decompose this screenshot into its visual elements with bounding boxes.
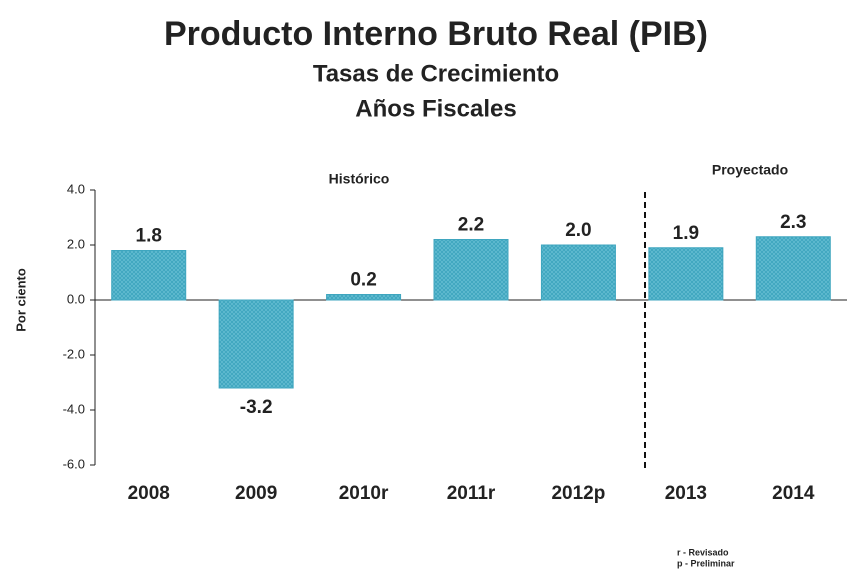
bar — [218, 299, 294, 389]
value-label: -3.2 — [240, 397, 273, 418]
y-tick-label: 4.0 — [67, 181, 85, 196]
value-label: 2.0 — [565, 220, 591, 241]
y-tick-label: 0.0 — [67, 291, 85, 306]
y-tick-label: -2.0 — [63, 346, 85, 361]
annotation: Histórico — [329, 171, 390, 187]
x-tick-label: 2012p — [551, 483, 605, 504]
footnote: r - Revisado — [677, 547, 729, 557]
y-tick-label: -6.0 — [63, 456, 85, 471]
y-tick-label: -4.0 — [63, 401, 85, 416]
chart-title: Producto Interno Bruto Real (PIB) — [164, 15, 708, 53]
value-label: 0.2 — [350, 270, 376, 291]
value-label: 2.2 — [458, 215, 484, 236]
bar — [540, 244, 616, 301]
x-tick-label: 2013 — [665, 483, 707, 504]
y-axis-label: Por ciento — [13, 268, 28, 332]
chart-subtitle: Tasas de Crecimiento — [313, 60, 559, 87]
bar — [326, 294, 402, 301]
value-label: 2.3 — [780, 212, 806, 233]
bar — [648, 247, 724, 301]
value-label: 1.9 — [673, 223, 699, 244]
bar — [433, 239, 509, 301]
x-tick-label: 2009 — [235, 483, 277, 504]
x-tick-label: 2011r — [447, 483, 496, 504]
annotation: Proyectado — [712, 162, 788, 178]
chart-subtitle: Años Fiscales — [355, 95, 516, 122]
x-tick-label: 2010r — [339, 483, 389, 504]
x-tick-label: 2014 — [772, 483, 815, 504]
bar — [755, 236, 831, 301]
value-label: 1.8 — [136, 226, 162, 247]
bar — [111, 250, 187, 301]
x-tick-label: 2008 — [128, 483, 170, 504]
y-tick-label: 2.0 — [67, 236, 85, 251]
footnote: p - Preliminar — [677, 558, 735, 568]
